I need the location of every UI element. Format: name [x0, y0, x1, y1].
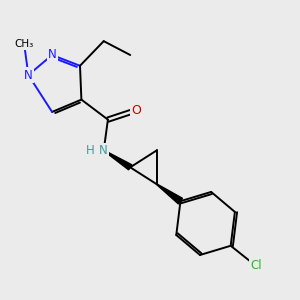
Text: O: O — [131, 104, 141, 117]
Text: N: N — [24, 68, 33, 82]
Text: N: N — [99, 144, 108, 157]
Text: Cl: Cl — [250, 259, 262, 272]
Text: H: H — [86, 144, 95, 157]
Polygon shape — [103, 150, 132, 170]
Text: CH₃: CH₃ — [15, 39, 34, 49]
Text: N: N — [48, 49, 56, 62]
Polygon shape — [157, 184, 182, 204]
